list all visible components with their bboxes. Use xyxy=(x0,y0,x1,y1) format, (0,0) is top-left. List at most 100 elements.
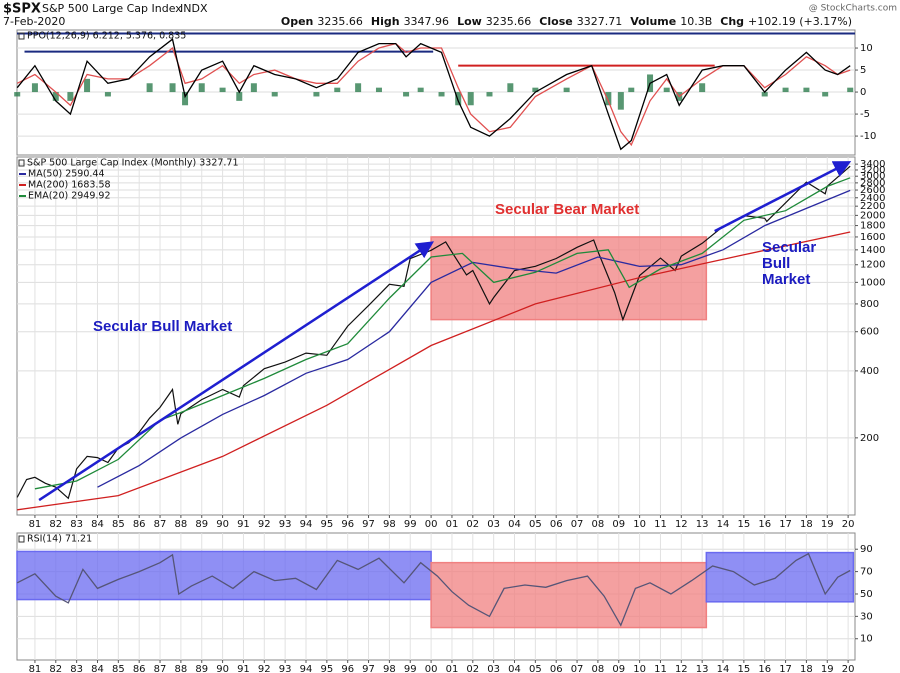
x-tick-label: 01 xyxy=(446,664,459,673)
histogram-bar xyxy=(438,92,445,97)
histogram-bar xyxy=(182,92,189,106)
x-tick-label: 88 xyxy=(175,519,188,530)
y-tick-label: 400 xyxy=(860,366,879,377)
x-tick-label: 09 xyxy=(612,664,625,673)
histogram-bar xyxy=(507,83,514,93)
histogram-bar xyxy=(486,92,493,97)
y-tick-label: -5 xyxy=(860,109,870,120)
histogram-bar xyxy=(532,87,539,93)
x-tick-label: 04 xyxy=(508,519,521,530)
x-tick-label: 17 xyxy=(779,664,792,673)
x-tick-label: 11 xyxy=(654,519,667,530)
y-tick-label: 2400 xyxy=(860,193,885,204)
x-tick-label: 96 xyxy=(341,664,354,673)
x-tick-label: 05 xyxy=(529,519,542,530)
legend-icon xyxy=(18,32,25,40)
stat-label: High xyxy=(371,15,400,28)
x-tick-label: 09 xyxy=(612,519,625,530)
x-tick-label: 10 xyxy=(633,519,646,530)
shaded-region xyxy=(705,551,855,603)
x-tick-label: 12 xyxy=(675,519,688,530)
histogram-bar xyxy=(250,83,257,93)
stat-value: 3327.71 xyxy=(577,15,623,28)
panel-title: PPO(12,26,9) 6.212, 5.376, 0.835 xyxy=(27,31,186,42)
y-tick-label: 1400 xyxy=(860,245,885,256)
y-tick-label: 3400 xyxy=(860,159,885,170)
x-tick-label: 81 xyxy=(29,664,42,673)
annotation: Secular xyxy=(762,239,816,256)
y-tick-label: 50 xyxy=(860,589,873,600)
x-tick-label: 14 xyxy=(717,519,730,530)
x-tick-label: 14 xyxy=(717,664,730,673)
shaded-region xyxy=(430,236,708,321)
series-line xyxy=(16,38,851,151)
y-tick-label: 70 xyxy=(860,567,873,578)
series-line xyxy=(16,552,851,627)
x-tick-label: 18 xyxy=(800,519,813,530)
y-tick-label: 3200 xyxy=(860,165,885,176)
histogram-bar xyxy=(236,92,243,101)
x-tick-label: 91 xyxy=(237,519,250,530)
x-tick-label: 12 xyxy=(675,664,688,673)
y-tick-label: 1600 xyxy=(860,232,885,243)
histogram-bar xyxy=(104,92,111,97)
y-tick-label: 30 xyxy=(860,611,873,622)
y-tick-label: 0 xyxy=(860,87,866,98)
annotation: Bull xyxy=(762,255,790,272)
x-tick-label: 83 xyxy=(70,519,83,530)
x-tick-label: 06 xyxy=(550,664,563,673)
x-tick-label: 11 xyxy=(654,664,667,673)
legend-icon xyxy=(18,159,25,167)
panel-title: RSI(14) 71.21 xyxy=(27,534,92,545)
stat-value: +102.19 (+3.17%) xyxy=(748,15,852,28)
histogram-bar xyxy=(169,83,176,93)
x-tick-label: 13 xyxy=(696,664,709,673)
x-tick-label: 18 xyxy=(800,664,813,673)
stat-value: 3235.66 xyxy=(317,15,363,28)
x-tick-label: 93 xyxy=(279,664,292,673)
x-tick-label: 94 xyxy=(300,664,313,673)
annotation: Secular Bear Market xyxy=(495,201,639,218)
histogram-bar xyxy=(761,92,768,97)
y-tick-label: 3000 xyxy=(860,171,885,182)
stat-label: Open xyxy=(281,15,314,28)
x-tick-label: 87 xyxy=(154,519,167,530)
x-tick-label: 91 xyxy=(237,664,250,673)
histogram-bar xyxy=(617,92,624,110)
x-tick-label: 89 xyxy=(195,664,208,673)
x-tick-label: 98 xyxy=(383,664,396,673)
histogram-bar xyxy=(313,92,320,97)
histogram-bar xyxy=(14,92,21,97)
y-tick-label: 10 xyxy=(860,43,873,54)
histogram-bar xyxy=(455,92,462,106)
x-tick-label: 88 xyxy=(175,664,188,673)
histogram-bar xyxy=(334,87,341,93)
x-tick-label: 86 xyxy=(133,664,146,673)
histogram-bar xyxy=(146,83,153,93)
exchange: INDX xyxy=(180,2,208,15)
legend-icon xyxy=(18,535,25,543)
y-tick-label: 1800 xyxy=(860,221,885,232)
histogram-bar xyxy=(782,87,789,93)
y-tick-label: 2000 xyxy=(860,210,885,221)
histogram-bar xyxy=(467,92,474,106)
y-tick-label: 600 xyxy=(860,327,879,338)
y-tick-label: 90 xyxy=(860,544,873,555)
histogram-bar xyxy=(52,92,59,101)
x-tick-label: 95 xyxy=(320,664,333,673)
histogram-bar xyxy=(628,87,635,93)
x-tick-label: 16 xyxy=(758,664,771,673)
stat-label: Chg xyxy=(720,15,744,28)
x-tick-label: 99 xyxy=(404,664,417,673)
annotation: Market xyxy=(762,271,810,288)
y-tick-label: 200 xyxy=(860,433,879,444)
y-tick-label: 2600 xyxy=(860,185,885,196)
histogram-bar xyxy=(198,83,205,93)
histogram-bar xyxy=(822,92,829,97)
stat-label: Close xyxy=(539,15,572,28)
panel-title: S&P 500 Large Cap Index (Monthly) 3327.7… xyxy=(27,158,239,169)
series-line xyxy=(34,177,851,490)
legend-entry: EMA(20) 2949.92 xyxy=(28,191,111,202)
y-tick-label: -10 xyxy=(860,131,876,142)
x-tick-label: 05 xyxy=(529,664,542,673)
